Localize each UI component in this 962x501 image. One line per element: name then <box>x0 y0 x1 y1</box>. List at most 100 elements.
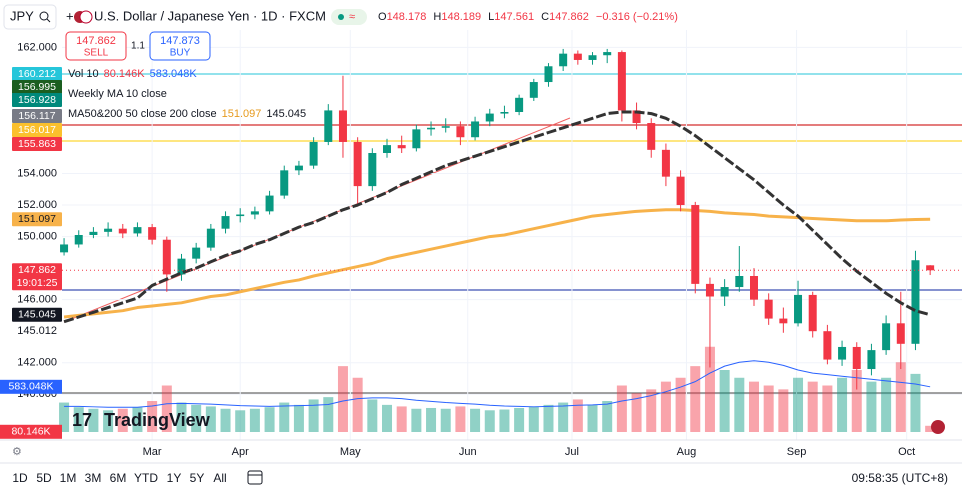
ma50-label-box <box>12 307 62 322</box>
candle-body <box>89 231 98 235</box>
status-badge[interactable] <box>331 9 367 25</box>
volume-bar <box>59 402 70 432</box>
candle-body <box>368 153 377 187</box>
ohlc-value: 148.189 <box>441 11 481 23</box>
x-tick-label: Jul <box>565 446 579 458</box>
volume-ma-line <box>64 360 931 408</box>
volume-bar <box>455 406 466 432</box>
logo-icon: 17 <box>72 410 92 430</box>
sell-button[interactable] <box>65 31 127 61</box>
candle-body <box>456 126 465 138</box>
range-button[interactable]: 1Y <box>167 471 182 485</box>
volume-bar <box>264 407 275 432</box>
candle-body <box>383 145 392 153</box>
marker-label-box <box>12 123 62 137</box>
ma200-line <box>63 208 931 319</box>
candle-body <box>309 141 318 166</box>
volume-bar <box>249 408 260 432</box>
price-label-box <box>12 263 62 278</box>
volume-ma-label: 583.048K <box>9 381 54 393</box>
volume-bar <box>719 370 730 432</box>
volume-bar <box>925 425 936 432</box>
range-button[interactable]: YTD <box>134 471 158 485</box>
candle-body <box>838 346 847 360</box>
x-tick-label: Oct <box>898 446 915 458</box>
range-button[interactable]: 5D <box>36 471 52 485</box>
y-tick-label: 146.000 <box>17 294 57 306</box>
candle-body <box>617 52 626 111</box>
volume-bar <box>616 385 627 432</box>
candle-body <box>133 227 142 234</box>
flag-icon <box>79 10 93 24</box>
flag-icon <box>931 420 945 434</box>
marker-label-box <box>12 93 62 107</box>
candle-body <box>280 170 289 196</box>
status-dot <box>338 14 344 20</box>
volume-bar <box>440 408 451 432</box>
range-button[interactable]: 3M <box>85 471 102 485</box>
sell-price[interactable]: 147.862 <box>76 35 116 47</box>
marker-label: 156.995 <box>18 81 56 93</box>
volume-bar <box>778 389 789 432</box>
range-button[interactable]: 5Y <box>190 471 205 485</box>
volume-bar <box>132 407 143 432</box>
volume-bar <box>631 393 642 432</box>
marker-label: 156.117 <box>18 110 55 122</box>
volume-bar <box>205 406 216 432</box>
candle-body <box>867 350 876 370</box>
legend-value: 145.045 <box>266 108 306 120</box>
symbol[interactable]: JPY <box>10 8 34 23</box>
range-button[interactable]: 1M <box>60 471 77 485</box>
ohlc-prefix: H <box>433 11 441 23</box>
price-label: 147.862 <box>18 264 56 276</box>
volume-bar <box>323 397 334 432</box>
status-icon: ≈ <box>349 11 355 23</box>
volume-bar <box>147 401 158 432</box>
sell-label[interactable]: SELL <box>84 48 109 59</box>
plot <box>59 30 962 440</box>
ma200-label-box <box>12 212 62 227</box>
volume-bar <box>866 381 877 432</box>
volume-bar <box>704 346 715 432</box>
add-icon[interactable]: + <box>66 8 74 23</box>
volume-bar <box>161 385 172 432</box>
x-tick-label: Mar <box>143 446 162 458</box>
countdown-label: 19:01:25 <box>17 277 58 289</box>
buy-label[interactable]: BUY <box>170 48 191 59</box>
volume-bar <box>514 407 525 432</box>
candle-body <box>720 287 729 297</box>
volume-bar <box>470 408 481 432</box>
marker-label: 156.928 <box>18 94 56 106</box>
volume-ma-label-box <box>0 379 62 394</box>
volume-bar <box>910 373 921 432</box>
settings-icon[interactable]: ⚙ <box>12 446 22 458</box>
volume-bar <box>176 402 187 432</box>
legend-value: 151.097 <box>222 108 262 120</box>
range-button[interactable]: All <box>213 471 226 485</box>
chart-title: U.S. Dollar / Japanese Yen · 1D · FXCM <box>94 8 326 23</box>
candle-body <box>632 110 641 124</box>
volume-label: 80.146K <box>11 426 50 438</box>
volume-bar <box>73 407 84 432</box>
buy-price[interactable]: 147.873 <box>160 35 200 47</box>
symbol-box[interactable] <box>3 4 57 30</box>
y-tick-label: 150.000 <box>17 230 57 242</box>
x-tick-label: May <box>340 446 361 458</box>
candle-body <box>118 228 127 234</box>
volume-bar <box>426 407 437 432</box>
volume-bar <box>543 404 554 432</box>
candle-body <box>896 323 905 344</box>
candle-body <box>911 260 920 344</box>
range-button[interactable]: 6M <box>110 471 127 485</box>
volume-bar <box>396 406 407 432</box>
x-tick-label: Jun <box>459 446 477 458</box>
volume-bar <box>587 404 598 432</box>
candle-body <box>544 66 553 83</box>
ohlc: O148.178 H148.189 L147.561 C147.862 −0.3… <box>378 11 678 23</box>
buy-button[interactable] <box>149 31 211 61</box>
calendar-icon[interactable] <box>247 470 263 485</box>
search-icon[interactable] <box>39 11 49 21</box>
candle-body <box>471 121 480 138</box>
volume-bar <box>895 362 906 432</box>
range-button[interactable]: 1D <box>12 471 28 485</box>
